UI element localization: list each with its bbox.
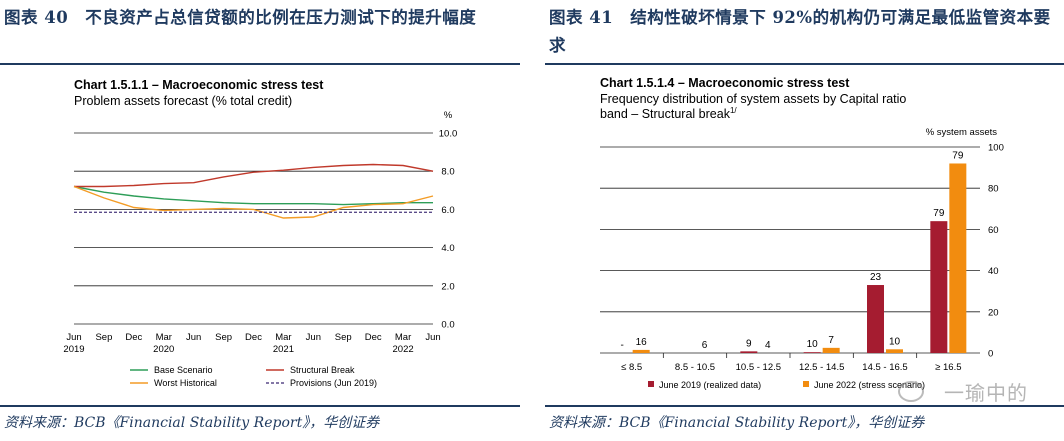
left-x-tick-label: Dec: [365, 332, 382, 343]
left-x-tick-label: Mar: [156, 332, 172, 343]
left-y-tick-label: 10.0: [439, 129, 458, 140]
right-bar-label: 9: [746, 338, 752, 349]
right-y-tick-label: 80: [988, 184, 999, 195]
watermark-text: 一瑜中的: [944, 381, 1028, 405]
left-y-axis: 10.0 8.0 6.0 4.0 2.0 0.0: [439, 129, 458, 331]
wechat-icon: [898, 381, 924, 402]
left-source: 资料来源：BCB《Financial Stability Report》，华创证…: [4, 415, 380, 431]
right-chart: Chart 1.5.1.4 – Macroeconomic stress tes…: [600, 76, 1004, 390]
left-x-tick-label: Jun: [66, 332, 81, 343]
left-legend-label: Structural Break: [290, 365, 355, 375]
right-figure-panel: 图表 41 结构性破坏情景下 92%的机构仍可满足最低监管资本要求 Chart …: [545, 0, 1064, 441]
right-source: 资料来源：BCB《Financial Stability Report》，华创证…: [549, 415, 925, 431]
left-source-rule: [0, 405, 520, 407]
right-x-tick-label: ≥ 16.5: [935, 362, 961, 373]
right-bar-label: 79: [952, 150, 964, 161]
right-chart-subtitle-line1: Frequency distribution of system assets …: [600, 92, 906, 106]
right-bar-label: 6: [702, 340, 708, 351]
right-y-tick-label: 20: [988, 307, 999, 318]
right-bar: [886, 349, 903, 353]
right-y-tick-label: 60: [988, 225, 999, 236]
right-bar-label: 10: [807, 339, 819, 350]
left-chart-subtitle: Problem assets forecast (% total credit): [74, 94, 292, 108]
left-title-rule: [0, 63, 520, 65]
right-y-axis: 100 80 60 40 20 0: [988, 143, 1004, 360]
right-grid: [600, 146, 980, 354]
right-bar: [949, 163, 967, 353]
left-series-line: [73, 185, 433, 206]
right-chart-subtitle-line2: band – Structural break1/: [600, 106, 737, 121]
right-title-rule: [545, 63, 1064, 65]
right-bar-label: 10: [889, 336, 901, 347]
right-bar: [822, 347, 840, 353]
right-bar-label: -: [620, 340, 623, 351]
left-series-line: [73, 185, 434, 219]
left-y-tick-label: 0.0: [441, 320, 454, 331]
left-x-tick-label: Dec: [125, 332, 142, 343]
right-y-axis-label: % system assets: [926, 127, 998, 138]
left-x-tick-label: Mar: [395, 332, 411, 343]
left-series-lines: [73, 163, 434, 219]
left-unit-label: %: [444, 110, 453, 121]
right-legend-swatch: [803, 381, 809, 387]
left-grid: [74, 132, 433, 325]
right-bar-label: 23: [870, 272, 882, 283]
right-bar: [867, 285, 884, 353]
right-x-tick-label: 10.5 - 12.5: [736, 362, 781, 373]
right-legend-label: June 2022 (stress scenario): [814, 380, 925, 390]
left-figure-panel: 图表 40 不良资产占总信贷额的比例在压力测试下的提升幅度 Chart 1.5.…: [0, 0, 520, 441]
right-x-tick-label: 14.5 - 16.5: [862, 362, 907, 373]
left-x-tick-label: Dec: [245, 332, 262, 343]
left-legend: Base Scenario Structural Break Worst Histo…: [130, 365, 377, 388]
left-figure-title: 图表 40 不良资产占总信贷额的比例在压力测试下的提升幅度: [4, 8, 477, 27]
left-legend-label: Worst Historical: [154, 378, 217, 388]
right-legend: June 2019 (realized data) June 2022 (stre…: [648, 380, 925, 390]
right-chart-subtitle-sup: 1/: [730, 106, 737, 115]
left-x-tick-label: Jun: [186, 332, 201, 343]
right-y-tick-label: 100: [988, 143, 1004, 154]
left-x-year-label: 2022: [393, 344, 414, 355]
right-bar-label: 16: [636, 337, 648, 348]
left-y-tick-label: 8.0: [441, 167, 454, 178]
left-x-year-label: 2019: [63, 344, 84, 355]
right-figure-title: 图表 41 结构性破坏情景下 92%的机构仍可满足最低监管资本要求: [549, 8, 1051, 55]
right-legend-label: June 2019 (realized data): [659, 380, 761, 390]
right-bar: [803, 352, 821, 353]
right-y-tick-label: 0: [988, 349, 993, 360]
left-x-tick-label: Sep: [215, 332, 232, 343]
right-x-tick-label: 8.5 - 10.5: [675, 362, 715, 373]
right-y-tick-label: 40: [988, 266, 999, 277]
left-legend-label: Base Scenario: [154, 365, 213, 375]
left-x-year-label: 2021: [273, 344, 294, 355]
right-bars: - 16 6 9 4 10 7 23 10 79 79: [620, 150, 967, 353]
right-bar-label: 79: [933, 208, 945, 219]
right-legend-swatch: [648, 381, 654, 387]
left-x-tick-label: Mar: [275, 332, 291, 343]
left-y-tick-label: 6.0: [441, 205, 454, 216]
right-bar: [632, 349, 650, 353]
left-series-line: [74, 163, 434, 188]
left-y-tick-label: 4.0: [441, 243, 454, 254]
left-chart-title: Chart 1.5.1.1 – Macroeconomic stress tes…: [74, 78, 324, 92]
left-x-tick-label: Sep: [95, 332, 112, 343]
left-x-year-label: 2020: [153, 344, 174, 355]
left-x-tick-label: Sep: [335, 332, 352, 343]
right-bar-label: 4: [765, 340, 771, 351]
right-x-tick-label: ≤ 8.5: [621, 362, 642, 373]
right-chart-title: Chart 1.5.1.4 – Macroeconomic stress tes…: [600, 76, 850, 90]
left-chart: Chart 1.5.1.1 – Macroeconomic stress tes…: [63, 78, 458, 388]
left-y-tick-label: 2.0: [441, 281, 454, 292]
right-bar: [740, 351, 758, 353]
right-bar-label: 7: [828, 335, 834, 346]
left-legend-label: Provisions (Jun 2019): [290, 378, 377, 388]
right-source-rule: [545, 405, 1064, 407]
right-x-tick-label: 12.5 - 14.5: [799, 362, 844, 373]
left-x-tick-label: Jun: [425, 332, 440, 343]
right-bar: [930, 221, 948, 353]
left-x-tick-label: Jun: [306, 332, 321, 343]
right-x-axis: ≤ 8.5 8.5 - 10.5 10.5 - 12.5 12.5 - 14.5 14.…: [621, 353, 962, 373]
